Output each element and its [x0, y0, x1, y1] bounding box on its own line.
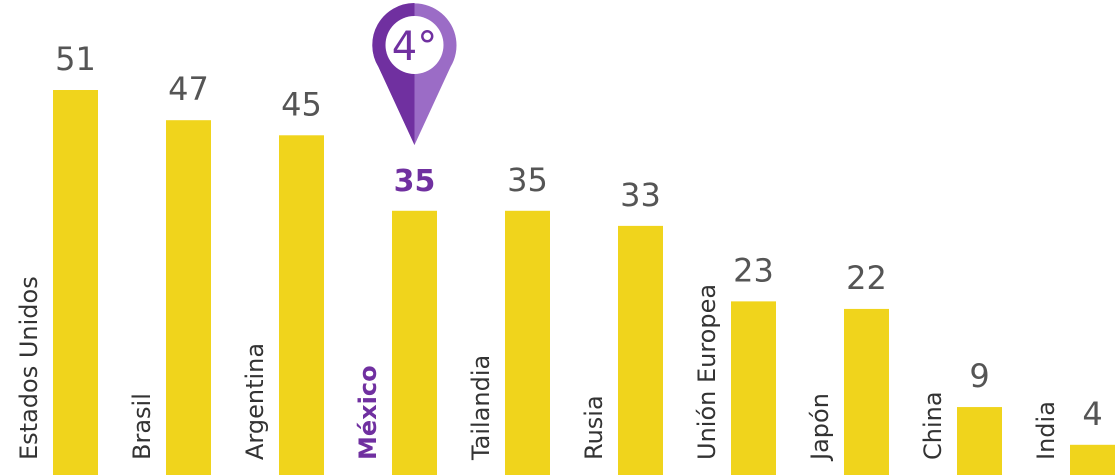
category-label: Brasil [128, 393, 156, 460]
bar [1070, 444, 1115, 475]
value-label: 23 [733, 251, 774, 289]
category-label: Tailandia [467, 355, 495, 461]
value-label: 51 [55, 40, 96, 78]
bar [392, 210, 437, 475]
category-label: Argentina [241, 343, 269, 460]
value-label: 45 [281, 85, 322, 123]
bar [618, 225, 663, 475]
bar [166, 120, 211, 475]
category-label: India [1032, 401, 1060, 460]
bar [957, 407, 1002, 475]
bar [731, 301, 776, 475]
category-label: Estados Unidos [15, 276, 43, 460]
value-label: 35 [507, 161, 548, 199]
pin-inner [385, 16, 444, 74]
bar [505, 210, 550, 475]
pin-label: 4° [392, 24, 437, 70]
bar [844, 308, 889, 475]
category-label: Japón [806, 393, 834, 462]
value-label: 9 [969, 357, 989, 395]
value-label: 35 [394, 164, 436, 199]
bar [53, 90, 98, 475]
category-label: Unión Europea [693, 284, 721, 460]
category-label: Rusia [580, 395, 608, 460]
value-label: 33 [620, 176, 661, 214]
value-label: 4 [1082, 395, 1102, 433]
bar [279, 135, 324, 475]
category-label: México [354, 365, 382, 460]
value-label: 47 [168, 70, 209, 108]
category-label: China [919, 391, 947, 460]
value-label: 22 [846, 259, 887, 297]
